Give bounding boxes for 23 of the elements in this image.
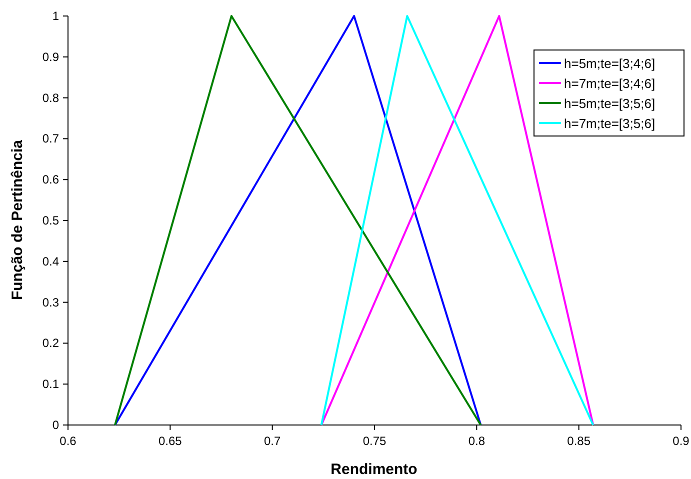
x-tick-label: 0.7: [264, 434, 281, 448]
x-tick-label: 0.85: [567, 434, 591, 448]
legend-label: h=5m;te=[3;5;6]: [564, 96, 656, 111]
y-tick-label: 0.9: [42, 50, 60, 64]
y-tick-label: 0.1: [42, 377, 60, 392]
x-tick-label: 0.9: [672, 434, 690, 448]
y-tick-label: 1: [52, 9, 60, 23]
y-tick-label: 0.5: [42, 214, 60, 228]
y-tick-label: 0: [52, 418, 60, 432]
y-tick-label: 0.4: [42, 254, 60, 268]
y-tick-label: 0.2: [42, 336, 60, 350]
x-tick-label: 0.75: [362, 434, 386, 448]
y-axis-title: Função de Pertinência: [9, 139, 26, 300]
y-tick-label: 0.7: [42, 132, 60, 146]
legend-label: h=7m;te=[3;5;6]: [564, 116, 656, 131]
legend-label: h=5m;te=[3;4;6]: [564, 56, 656, 71]
legend-label: h=7m;te=[3;4;6]: [564, 76, 656, 91]
y-tick-label: 0.3: [42, 295, 60, 310]
y-tick-label: 0.8: [42, 90, 60, 105]
x-tick-label: 0.65: [158, 434, 182, 448]
x-tick-label: 0.8: [468, 434, 486, 448]
x-axis-title: Rendimento: [330, 461, 418, 478]
y-tick-label: 0.6: [42, 172, 60, 187]
